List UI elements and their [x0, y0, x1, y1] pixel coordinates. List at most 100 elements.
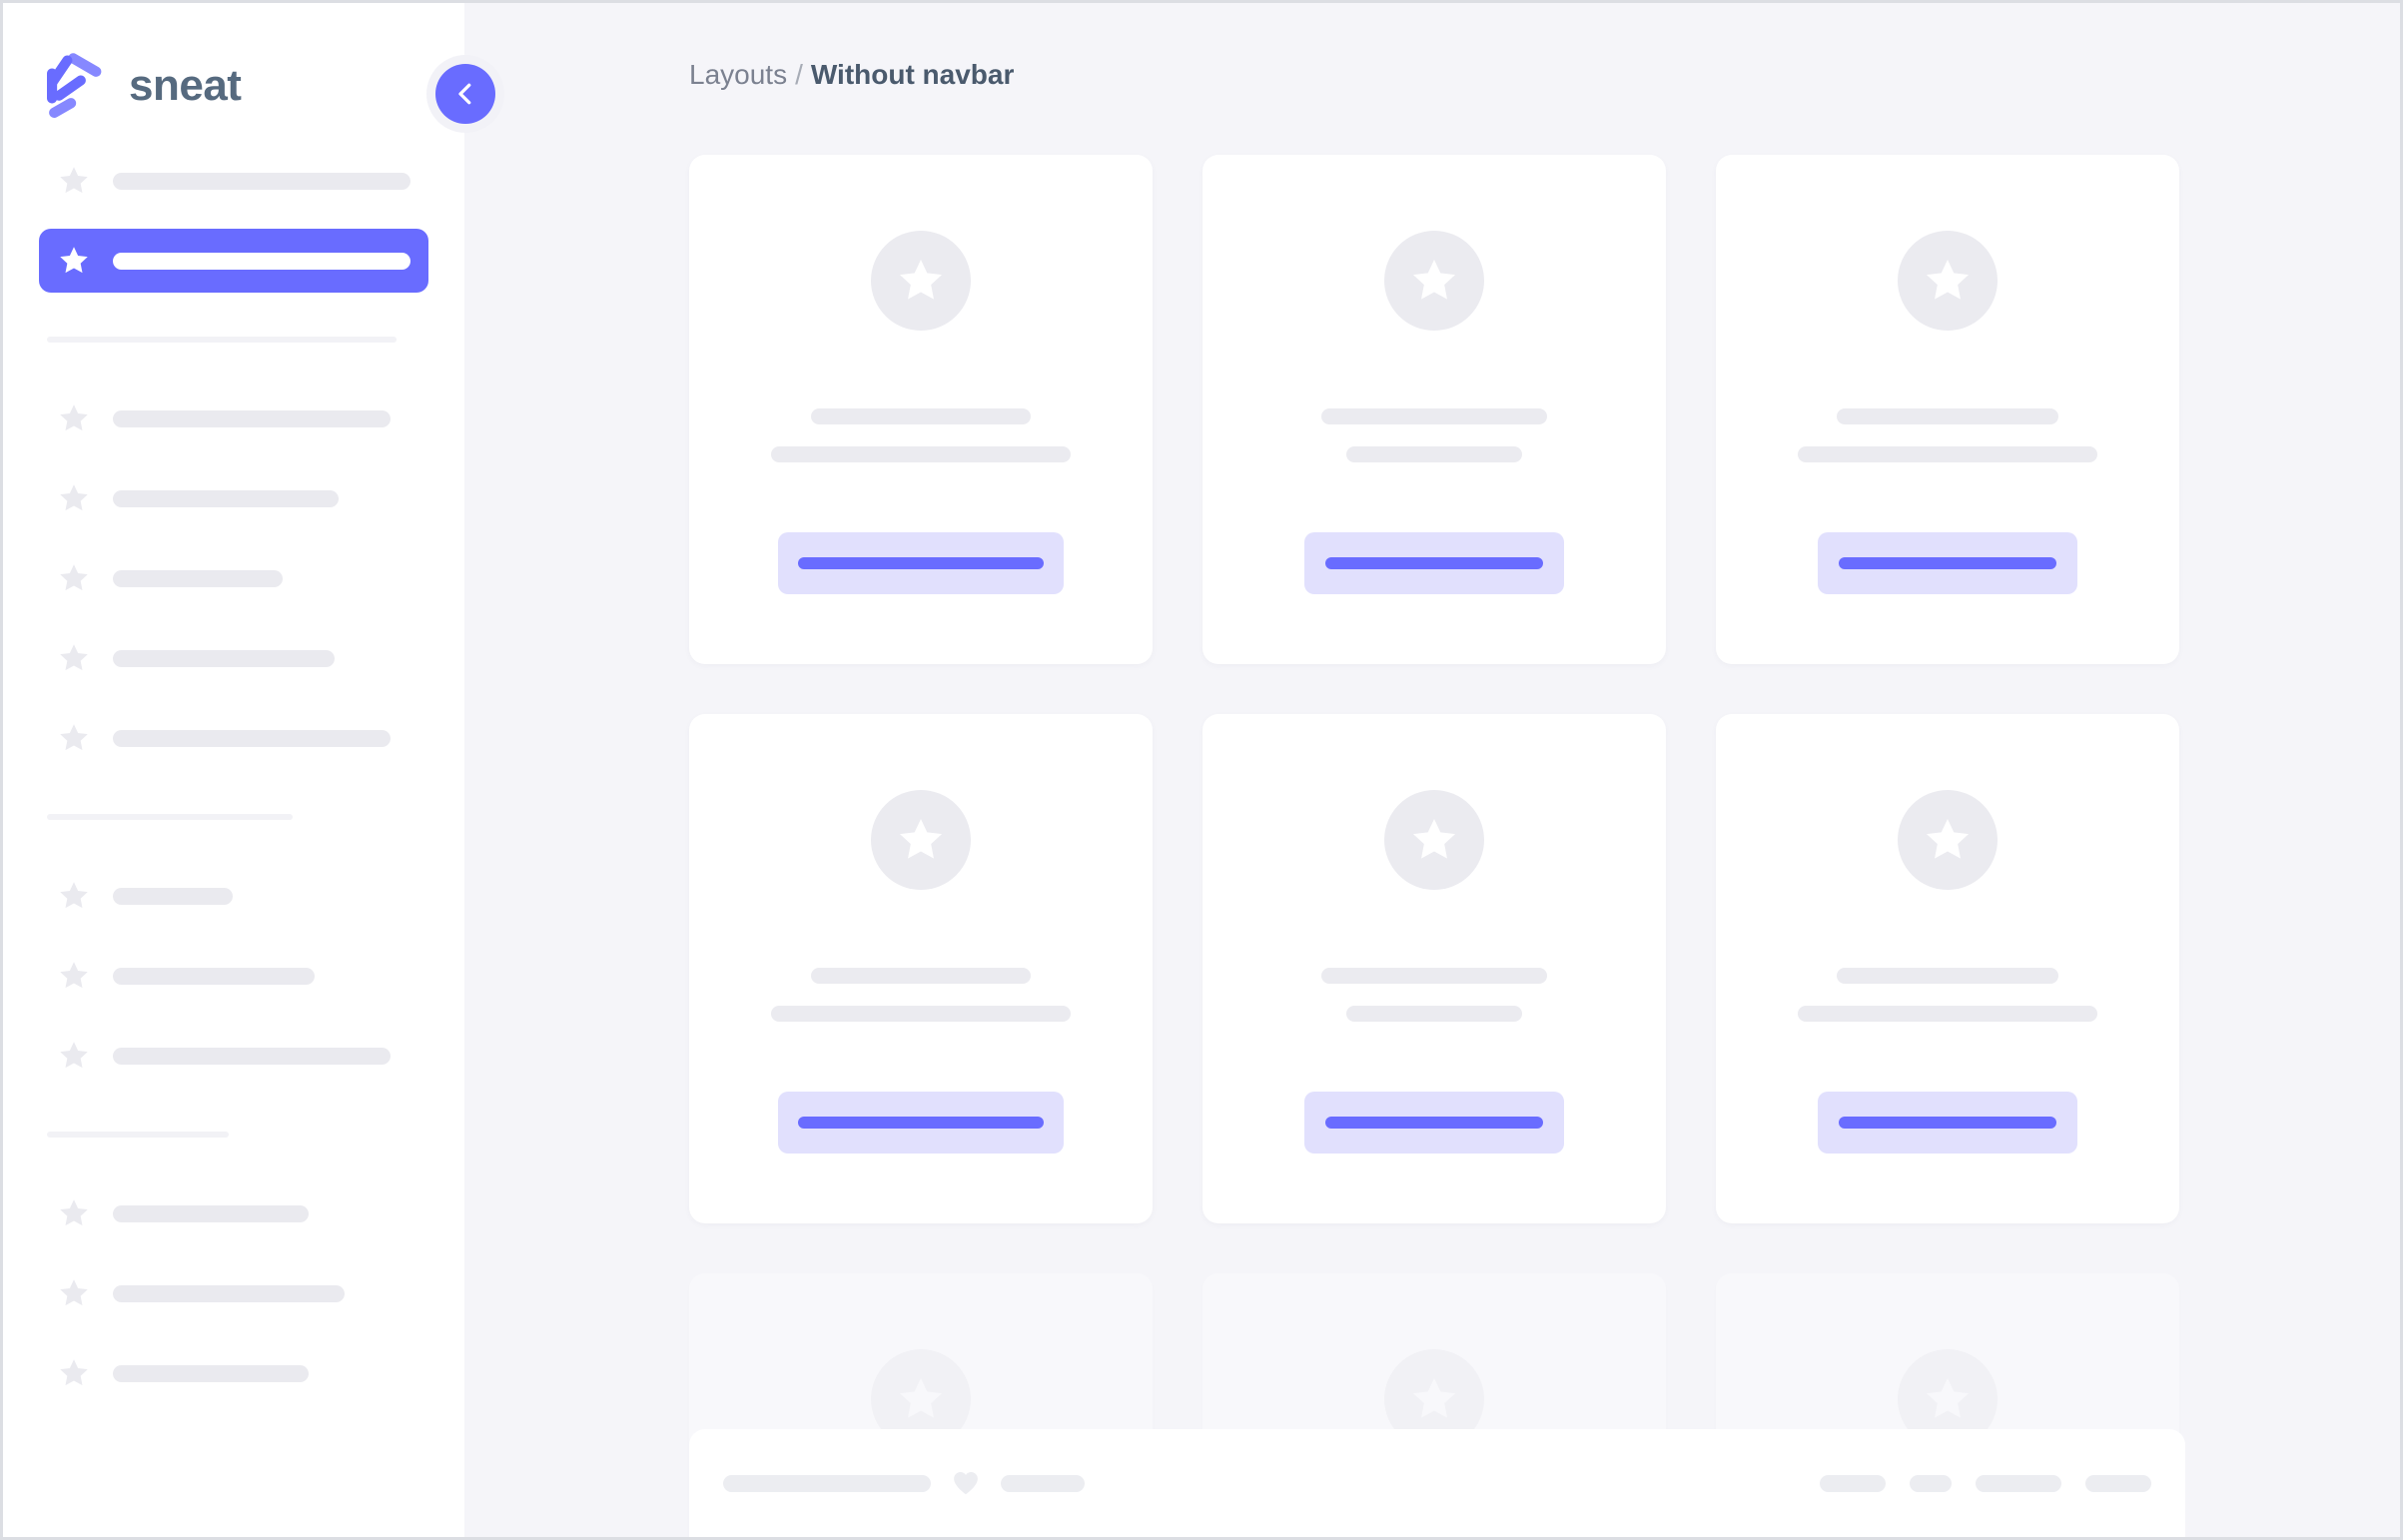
sidebar-item-label-placeholder — [113, 569, 283, 587]
sidebar-item-label-placeholder — [113, 1284, 345, 1302]
sidebar-item-12[interactable] — [39, 1341, 428, 1405]
sidebar-divider — [47, 1132, 229, 1138]
footer-left-placeholder — [1001, 1474, 1085, 1492]
card-action-button[interactable] — [1818, 1092, 2077, 1154]
sidebar-divider — [47, 814, 293, 820]
sidebar-item-label-placeholder — [113, 1047, 391, 1065]
sidebar-item-5[interactable] — [39, 626, 428, 690]
card-action-button[interactable] — [778, 532, 1064, 594]
sidebar-item-label-placeholder — [113, 489, 339, 507]
star-icon — [60, 882, 88, 909]
breadcrumb-separator: / — [795, 59, 803, 90]
card-subtitle-placeholder — [1346, 446, 1522, 462]
star-icon — [899, 1377, 943, 1418]
card-action-button[interactable] — [778, 1092, 1064, 1154]
card-button-label-placeholder — [1839, 557, 2056, 569]
footer-right-placeholder[interactable] — [1976, 1474, 2061, 1492]
sidebar-item-label-placeholder — [113, 252, 410, 270]
footer-right-placeholder[interactable] — [1820, 1474, 1886, 1492]
sidebar-item-label-placeholder — [113, 172, 410, 190]
card-avatar — [1898, 231, 1998, 331]
sidebar-item-3[interactable] — [39, 466, 428, 530]
content-card[interactable] — [1716, 155, 2179, 664]
card-title-placeholder — [811, 408, 1031, 424]
sidebar-item-0[interactable] — [39, 149, 428, 213]
card-button-label-placeholder — [1839, 1117, 2056, 1129]
footer-left-group — [723, 1468, 1085, 1498]
star-icon — [60, 564, 88, 591]
card-button-label-placeholder — [798, 557, 1044, 569]
card-button-label-placeholder — [1325, 1117, 1543, 1129]
card-title-placeholder — [1321, 968, 1547, 984]
content-card[interactable] — [689, 714, 1153, 1223]
content-area: Layouts / Without navbar — [464, 3, 2400, 1537]
sidebar-item-11[interactable] — [39, 1261, 428, 1325]
breadcrumb-current: Without navbar — [810, 59, 1015, 90]
card-button-label-placeholder — [798, 1117, 1044, 1129]
sneat-s-logo-icon — [47, 52, 102, 118]
star-icon — [60, 1199, 88, 1226]
sidebar-menu — [3, 149, 464, 1405]
footer-right-placeholder[interactable] — [1910, 1474, 1952, 1492]
star-icon — [60, 247, 88, 274]
breadcrumb-parent[interactable]: Layouts — [689, 59, 788, 90]
sidebar: sneat — [3, 3, 504, 1537]
star-icon — [1926, 818, 1970, 859]
card-subtitle-placeholder — [1346, 1006, 1522, 1022]
sidebar-item-label-placeholder — [113, 1204, 309, 1222]
brand-name: sneat — [129, 60, 242, 110]
sidebar-item-7[interactable] — [39, 864, 428, 928]
card-avatar — [871, 231, 971, 331]
footer-left-placeholder — [723, 1474, 931, 1492]
star-icon — [60, 1359, 88, 1386]
sidebar-item-1[interactable] — [39, 229, 428, 293]
footer — [689, 1429, 2185, 1537]
star-icon — [1412, 818, 1456, 859]
card-grid — [689, 155, 2185, 1537]
sidebar-item-label-placeholder — [113, 887, 233, 905]
sidebar-item-6[interactable] — [39, 706, 428, 770]
breadcrumb: Layouts / Without navbar — [464, 3, 2400, 91]
star-icon — [60, 1042, 88, 1069]
content-card[interactable] — [1716, 714, 2179, 1223]
sidebar-item-4[interactable] — [39, 546, 428, 610]
card-title-placeholder — [811, 968, 1031, 984]
card-title-placeholder — [1837, 968, 2058, 984]
content-card[interactable] — [1202, 155, 1666, 664]
sidebar-collapse-button[interactable] — [435, 64, 495, 124]
sidebar-item-9[interactable] — [39, 1024, 428, 1088]
star-icon — [60, 1279, 88, 1306]
card-avatar — [1384, 231, 1484, 331]
sidebar-item-2[interactable] — [39, 386, 428, 450]
star-icon — [60, 962, 88, 989]
star-icon — [899, 259, 943, 300]
chevron-left-icon — [458, 83, 471, 105]
card-subtitle-placeholder — [771, 1006, 1071, 1022]
card-title-placeholder — [1321, 408, 1547, 424]
card-action-button[interactable] — [1818, 532, 2077, 594]
card-title-placeholder — [1837, 408, 2058, 424]
brand[interactable]: sneat — [3, 3, 464, 123]
sidebar-item-label-placeholder — [113, 1364, 309, 1382]
sidebar-item-label-placeholder — [113, 649, 335, 667]
card-avatar — [871, 790, 971, 890]
star-icon — [60, 484, 88, 511]
content-card[interactable] — [1202, 714, 1666, 1223]
card-action-button[interactable] — [1304, 1092, 1564, 1154]
card-avatar — [1898, 790, 1998, 890]
heart-icon — [954, 1472, 978, 1495]
sidebar-item-10[interactable] — [39, 1181, 428, 1245]
card-action-button[interactable] — [1304, 532, 1564, 594]
sidebar-item-label-placeholder — [113, 729, 391, 747]
sidebar-item-8[interactable] — [39, 944, 428, 1008]
star-icon — [1412, 259, 1456, 300]
footer-right-placeholder[interactable] — [2085, 1474, 2151, 1492]
star-icon — [60, 644, 88, 671]
card-subtitle-placeholder — [1798, 446, 2097, 462]
card-avatar — [1384, 790, 1484, 890]
star-icon — [1412, 1377, 1456, 1418]
star-icon — [899, 818, 943, 859]
sidebar-item-label-placeholder — [113, 409, 391, 427]
content-card[interactable] — [689, 155, 1153, 664]
